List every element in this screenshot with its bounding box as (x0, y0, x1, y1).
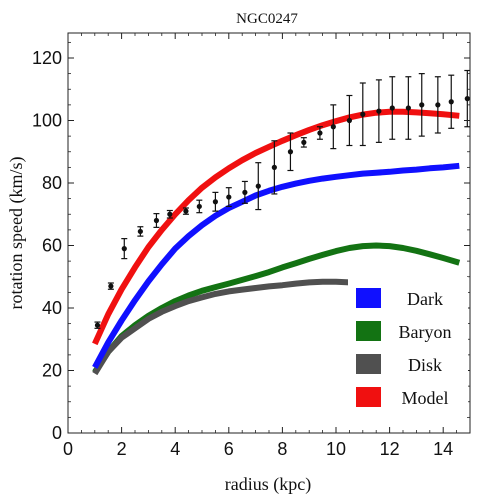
point-marker (346, 117, 352, 124)
series-line-dark (92, 162, 460, 369)
data-point (153, 213, 160, 228)
data-point (212, 191, 219, 212)
point-marker (183, 208, 189, 214)
legend-swatch-dark (356, 288, 381, 308)
data-point (137, 226, 144, 237)
point-marker (360, 111, 366, 117)
data-point (375, 79, 382, 143)
legend-label-model: Model (402, 388, 449, 408)
point-marker (196, 203, 202, 210)
y-tick-label: 100 (32, 111, 62, 131)
point-marker (405, 105, 411, 111)
data-point (121, 238, 128, 260)
data-point (316, 126, 323, 140)
x-tick-label: 0 (63, 439, 73, 459)
y-tick-label: 80 (42, 173, 62, 193)
point-marker (376, 108, 382, 114)
ticks-layer: 0 2 4 6 8 10 12 14 0 20 40 60 80 100 120 (32, 33, 470, 459)
point-marker (94, 322, 101, 328)
legend-item-baryon: Baryon (356, 321, 452, 342)
x-tick-label: 4 (170, 439, 180, 459)
data-point (166, 209, 173, 219)
data-point (464, 69, 471, 128)
data-point (271, 140, 278, 195)
y-tick-label: 40 (42, 298, 62, 318)
x-tick-label: 6 (224, 439, 234, 459)
data-point (389, 76, 396, 140)
point-marker (419, 102, 425, 108)
point-marker (137, 228, 143, 235)
point-marker (121, 246, 127, 252)
point-marker (167, 211, 173, 217)
y-tick-label: 60 (42, 236, 62, 256)
chart-title: NGC0247 (236, 11, 298, 27)
point-marker (212, 199, 218, 205)
y-tick-label: 20 (42, 361, 62, 381)
y-axis-title: rotation speed (km/s) (6, 157, 27, 310)
point-marker (108, 283, 114, 289)
point-marker (153, 217, 160, 224)
point-marker (464, 96, 470, 102)
point-marker (317, 130, 323, 136)
x-tick-label: 14 (433, 439, 453, 459)
point-marker (271, 164, 277, 170)
y-tick-label: 0 (52, 423, 62, 443)
point-marker (287, 149, 294, 155)
data-point (241, 180, 248, 204)
series-line-model (92, 108, 460, 346)
data-point (225, 187, 232, 208)
x-tick-label: 8 (277, 439, 287, 459)
data-point (107, 282, 114, 290)
legend-swatch-disk (356, 354, 381, 374)
data-point (196, 199, 203, 214)
data-point (300, 137, 307, 148)
data-point (287, 132, 294, 172)
series-line-baryon (92, 242, 461, 374)
point-marker (330, 124, 336, 130)
legend-item-disk: Disk (356, 354, 442, 375)
legend-item-model: Model (356, 387, 449, 408)
data-point (405, 76, 412, 140)
legend: Dark Baryon Disk Model (348, 277, 468, 417)
data-point (330, 104, 337, 150)
data-point (448, 74, 455, 129)
x-tick-label: 10 (326, 439, 346, 459)
point-marker (389, 105, 395, 111)
legend-item-dark: Dark (356, 288, 443, 309)
x-tick-label: 2 (117, 439, 127, 459)
data-point (94, 321, 101, 329)
y-tick-label: 120 (32, 48, 62, 68)
point-marker (242, 189, 248, 195)
data-point (182, 207, 189, 215)
data-point (359, 82, 366, 147)
point-marker (448, 99, 454, 105)
x-tick-label: 12 (380, 439, 400, 459)
data-point (418, 73, 425, 137)
legend-label-disk: Disk (408, 355, 442, 375)
data-point (434, 76, 441, 134)
legend-label-dark: Dark (407, 289, 443, 309)
point-marker (301, 139, 307, 145)
legend-swatch-baryon (356, 321, 381, 341)
x-axis-title: radius (kpc) (225, 474, 311, 495)
legend-swatch-model (356, 387, 381, 407)
data-point (346, 94, 353, 147)
point-marker (226, 194, 232, 200)
data-point (255, 162, 262, 211)
point-marker (255, 183, 261, 189)
data-points-layer (94, 69, 471, 329)
legend-label-baryon: Baryon (399, 322, 452, 342)
point-marker (435, 102, 441, 108)
